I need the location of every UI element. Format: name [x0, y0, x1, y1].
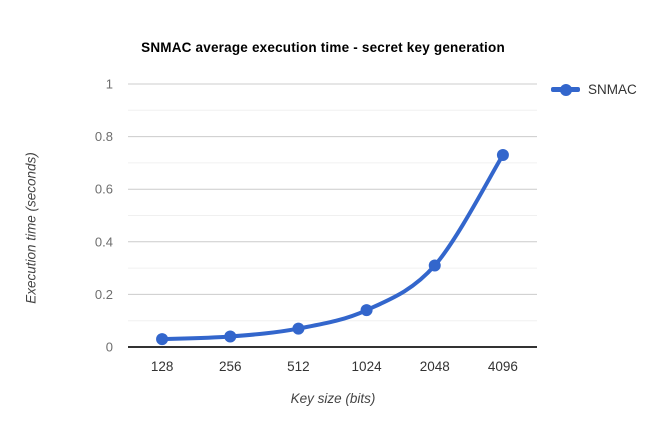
y-tick-label: 0.4 — [95, 234, 113, 249]
data-point-marker — [292, 322, 305, 335]
y-axis-title: Execution time (seconds) — [23, 152, 39, 304]
data-point-marker — [156, 333, 169, 346]
series-line — [160, 153, 505, 342]
y-tick-label: 0.2 — [95, 287, 113, 302]
data-point-marker — [224, 330, 237, 343]
data-point-marker — [428, 259, 441, 272]
legend-line-marker-icon — [551, 83, 580, 96]
data-point-marker — [496, 149, 509, 162]
x-tick-label: 2048 — [420, 359, 450, 374]
x-tick-label: 128 — [151, 359, 174, 374]
y-tick-label: 1 — [106, 77, 113, 92]
y-tick-label: 0.6 — [95, 182, 113, 197]
x-axis-title: Key size (bits) — [290, 391, 376, 406]
x-tick-label: 256 — [219, 359, 242, 374]
legend: SNMAC — [551, 82, 637, 97]
legend-dot-icon — [559, 83, 572, 96]
x-tick-label: 512 — [287, 359, 310, 374]
chart-title: SNMAC average execution time - secret ke… — [141, 40, 505, 55]
x-tick-label: 1024 — [352, 359, 383, 374]
x-tick-label: 4096 — [488, 359, 518, 374]
data-point-marker — [360, 304, 373, 317]
y-tick-label: 0.8 — [95, 129, 113, 144]
legend-series-label: SNMAC — [588, 82, 637, 97]
y-tick-label: 0 — [106, 340, 113, 355]
